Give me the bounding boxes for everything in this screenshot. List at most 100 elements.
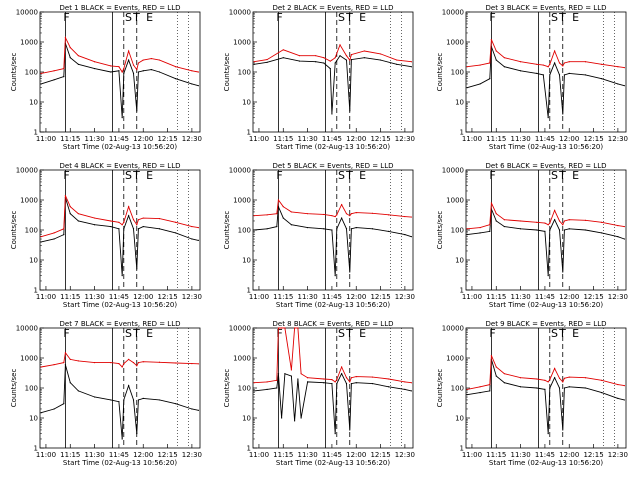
panel-title: Det 8 BLACK = Events, RED = LLD: [273, 320, 394, 328]
events-data-point: [40, 241, 42, 243]
events-data-point: [290, 224, 292, 226]
events-data-point: [562, 113, 564, 115]
x-tick-label: 12:00: [133, 135, 153, 143]
x-axis-label: Start Time (02-Aug-13 10:56:20): [489, 143, 603, 151]
lld-data-point: [93, 61, 96, 63]
events-data-point: [544, 230, 546, 232]
events-data-point: [142, 225, 144, 228]
lld-data-point: [128, 206, 130, 208]
lld-data-point: [118, 363, 120, 365]
lld-data-point: [191, 70, 193, 72]
lld-series-line: [467, 355, 625, 390]
lld-data-point: [379, 53, 382, 55]
lld-data-point: [266, 381, 268, 383]
x-tick-label: 11:45: [322, 451, 342, 459]
lld-data-point: [297, 327, 299, 329]
lld-data-point: [298, 55, 301, 57]
lld-data-point: [175, 66, 177, 68]
lld-data-point: [503, 57, 505, 59]
events-data-point: [323, 62, 325, 64]
lld-data-point: [503, 219, 505, 221]
events-data-point: [396, 63, 398, 65]
events-data-point: [558, 74, 561, 76]
y-tick-label: 10000: [442, 167, 464, 175]
lld-data-point: [547, 381, 549, 383]
events-data-point: [503, 66, 505, 68]
events-series-line: [254, 372, 412, 434]
events-data-point: [284, 373, 286, 375]
lld-data-point: [350, 54, 352, 56]
events-data-point: [123, 228, 125, 230]
events-data-point: [142, 70, 144, 72]
lld-data-point: [77, 213, 79, 215]
lld-data-point: [554, 367, 556, 370]
lld-data-point: [568, 376, 570, 378]
lld-data-point: [549, 222, 551, 224]
y-tick-label: 100: [238, 227, 251, 235]
lld-data-point: [93, 362, 96, 364]
lld-data-point: [601, 379, 603, 381]
events-data-point: [554, 62, 556, 64]
events-data-point: [547, 117, 549, 119]
events-data-point: [536, 72, 538, 74]
lld-data-point: [53, 232, 55, 234]
y-axis-label: Counts/sec: [436, 211, 444, 250]
lld-data-point: [191, 363, 193, 365]
marker-label-s: S: [125, 11, 132, 24]
lld-data-point: [118, 66, 120, 68]
lld-data-point: [306, 213, 309, 215]
events-data-point: [558, 229, 561, 231]
lld-data-point: [281, 327, 283, 329]
events-data-point: [64, 364, 67, 366]
y-tick-label: 1000: [20, 39, 38, 47]
events-data-point: [601, 392, 603, 394]
events-data-point: [363, 57, 365, 59]
events-data-point: [323, 228, 325, 230]
lld-data-point: [132, 219, 135, 221]
lld-data-point: [404, 381, 406, 383]
events-data-point: [266, 388, 268, 390]
y-tick-label: 10000: [16, 167, 38, 175]
lld-series-line: [254, 198, 412, 218]
y-tick-label: 1: [34, 129, 38, 137]
events-data-point: [336, 383, 338, 385]
x-tick-label: 12:15: [157, 293, 177, 301]
x-tick-label: 12:00: [559, 293, 579, 301]
lld-data-point: [536, 378, 538, 380]
events-data-point: [466, 394, 468, 396]
events-data-point: [549, 229, 551, 231]
marker-label-e: E: [359, 327, 366, 340]
lld-data-point: [110, 362, 112, 364]
x-tick-label: 12:15: [583, 135, 603, 143]
events-data-point: [110, 399, 112, 401]
x-tick-label: 11:15: [273, 293, 293, 301]
x-tick-label: 11:15: [60, 293, 80, 301]
y-tick-label: 10: [242, 99, 251, 107]
lld-data-point: [617, 225, 619, 227]
y-tick-label: 10000: [229, 9, 251, 17]
lld-data-point: [63, 228, 65, 230]
lld-data-point: [323, 378, 325, 380]
events-data-point: [282, 57, 284, 59]
events-data-point: [118, 228, 120, 230]
lld-data-point: [489, 62, 491, 64]
events-data-point: [77, 220, 79, 222]
lld-data-point: [584, 219, 587, 221]
lld-data-point: [371, 376, 374, 378]
y-tick-label: 1000: [446, 39, 464, 47]
marker-label-t: T: [345, 11, 353, 24]
x-tick-label: 12:15: [157, 135, 177, 143]
events-data-point: [617, 83, 619, 85]
marker-label-f: F: [63, 327, 69, 340]
events-data-point: [519, 228, 522, 230]
events-data-point: [93, 67, 96, 70]
lld-data-point: [175, 221, 177, 223]
events-data-point: [93, 224, 96, 226]
lld-data-point: [601, 221, 603, 223]
lld-data-point: [323, 57, 325, 59]
x-axis-label: Start Time (02-Aug-13 10:56:20): [63, 301, 177, 309]
lld-data-point: [584, 61, 587, 63]
lld-data-point: [331, 59, 333, 61]
